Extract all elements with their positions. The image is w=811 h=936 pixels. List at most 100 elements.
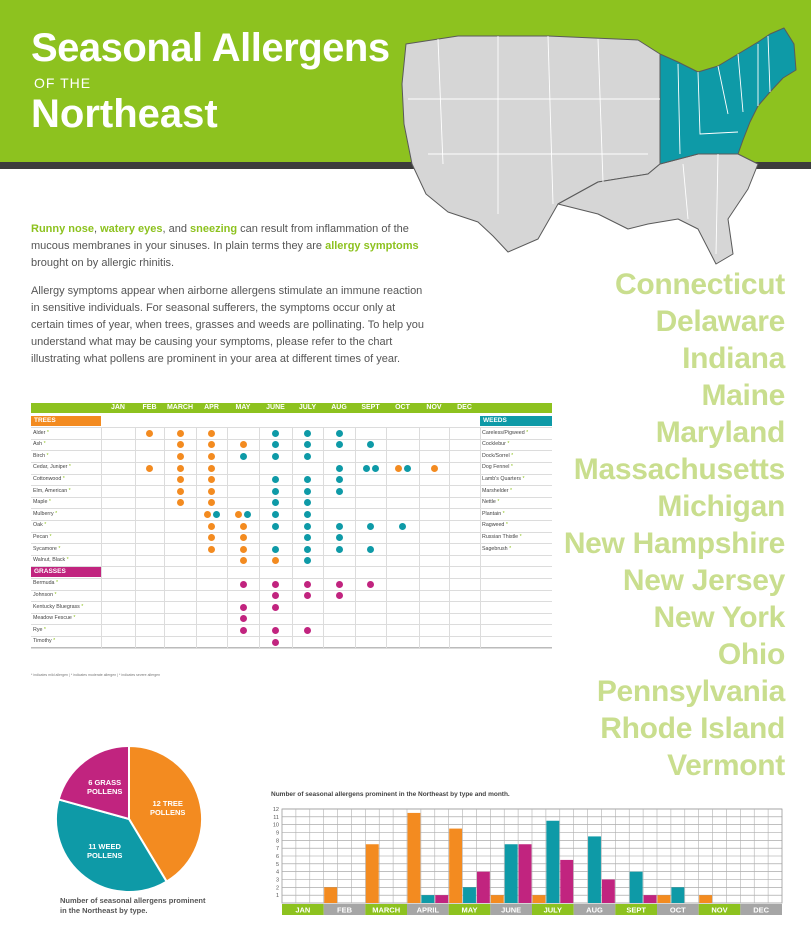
severity-mark: * bbox=[42, 626, 46, 633]
pollen-dot bbox=[430, 464, 438, 472]
pollen-dot bbox=[272, 476, 279, 484]
section-header-trees: TREES bbox=[31, 416, 101, 426]
tree-row-label: Alder * bbox=[31, 428, 49, 440]
severity-mark: * bbox=[495, 499, 500, 506]
pollen-dot bbox=[239, 627, 247, 634]
pollen-dot bbox=[304, 441, 311, 449]
bar-chart-title: Number of seasonal allergens prominent i… bbox=[271, 791, 510, 798]
bar-month-label: AUG bbox=[586, 906, 603, 915]
pollen-dot bbox=[304, 476, 311, 484]
pie-slice-label: 11 WEED POLLENS bbox=[86, 841, 123, 860]
row-label-text: Plantain bbox=[482, 510, 502, 517]
pollen-dot bbox=[399, 522, 406, 530]
pollen-calendar-table: JAN FEB MARCH APR MAY JUNE JULY AUG SEPT OCT NOV DE… bbox=[31, 403, 552, 649]
pollen-dot bbox=[367, 522, 374, 530]
pollen-dot bbox=[272, 580, 279, 588]
state-massachusetts: Massachusetts bbox=[573, 453, 786, 486]
bar-nov-0 bbox=[699, 895, 713, 903]
legend-note: * indicates mild allergen | * indicates … bbox=[31, 673, 161, 677]
bar-june-0 bbox=[490, 895, 504, 903]
bar-month-band bbox=[448, 904, 491, 915]
pollen-dot bbox=[367, 441, 374, 449]
row-label-text: Careless/Pigweed bbox=[482, 429, 525, 436]
pollen-dot bbox=[304, 557, 311, 565]
pollen-dot bbox=[304, 627, 311, 634]
table-column-line bbox=[386, 427, 387, 648]
section-header-weeds: WEEDS bbox=[480, 416, 552, 426]
bar-y-tick: 5 bbox=[276, 862, 279, 868]
page-title-region: Northeast bbox=[31, 92, 218, 136]
severity-mark: * bbox=[79, 603, 84, 610]
row-label-text: Nettle bbox=[482, 499, 496, 506]
allergy-symptoms-highlight: allergy symptoms bbox=[325, 240, 419, 252]
table-gridline bbox=[31, 624, 552, 626]
month-label-aug: AUG bbox=[331, 404, 347, 411]
severity-mark: * bbox=[509, 464, 513, 471]
grass-row-label: Bermuda * bbox=[31, 578, 58, 590]
severity-mark: * bbox=[518, 534, 522, 540]
pollen-dot bbox=[239, 522, 247, 530]
bar-oct-0 bbox=[657, 895, 671, 903]
month-label-may: MAY bbox=[235, 404, 251, 411]
state-pennsylvania: Pennsylvania bbox=[596, 675, 785, 708]
pollen-dot bbox=[208, 441, 215, 449]
pollen-dot bbox=[203, 511, 211, 518]
row-label-text: Pecan bbox=[33, 534, 49, 540]
table-column-line bbox=[449, 427, 450, 648]
bar-sept-2 bbox=[643, 895, 657, 903]
pollen-dot bbox=[304, 534, 311, 542]
grass-row-label: Timothy * bbox=[31, 636, 55, 648]
row-label-text: Cottonwood bbox=[33, 476, 62, 482]
severity-mark: * bbox=[505, 441, 510, 448]
row-label-text: Ash bbox=[33, 441, 43, 448]
bar-may-0 bbox=[449, 828, 463, 903]
pollen-dot bbox=[146, 464, 153, 472]
pollen-dot bbox=[208, 522, 215, 530]
bar-july-1 bbox=[546, 820, 560, 903]
month-header-bar bbox=[31, 403, 552, 413]
severity-mark: * bbox=[504, 522, 508, 529]
severity-mark: * bbox=[67, 487, 71, 494]
pollen-dot bbox=[304, 592, 311, 600]
row-label-text: Dog Fennel bbox=[482, 464, 510, 471]
row-label-text: Cedar, Juniper bbox=[33, 464, 68, 471]
bar-july-0 bbox=[532, 895, 546, 903]
month-label-feb: FEB bbox=[142, 404, 157, 411]
severity-mark: * bbox=[42, 441, 46, 448]
bar-month-band bbox=[657, 904, 699, 915]
bar-may-2 bbox=[476, 871, 490, 903]
state-vermont: Vermont bbox=[667, 749, 785, 782]
table-gridline bbox=[31, 543, 552, 545]
table-gridline bbox=[31, 473, 552, 475]
month-label-oct: OCT bbox=[395, 404, 410, 411]
bar-april-0 bbox=[407, 812, 421, 903]
bar-aug-2 bbox=[601, 879, 615, 903]
symptom-watery-eyes: watery eyes bbox=[100, 223, 163, 235]
bar-y-tick: 11 bbox=[273, 815, 279, 821]
tree-row-label: Sycamore * bbox=[31, 544, 60, 556]
pollen-dot bbox=[239, 441, 247, 449]
pie-caption: Number of seasonal allergens prominent i… bbox=[60, 896, 206, 915]
bar-y-tick: 4 bbox=[276, 870, 279, 876]
month-label-march: MARCH bbox=[166, 404, 194, 411]
state-indiana: Indiana bbox=[682, 342, 785, 375]
weed-row-label: Dog Fennel * bbox=[480, 462, 513, 474]
state-list: Connecticut Delaware Indiana Maine Maryland M… bbox=[564, 266, 785, 784]
state-maryland: Maryland bbox=[655, 416, 786, 449]
table-column-line bbox=[323, 427, 324, 648]
row-label-text: Lamb's Quarters bbox=[482, 476, 521, 482]
bar-april-2 bbox=[435, 895, 449, 903]
table-gridline bbox=[31, 519, 552, 521]
severity-mark: * bbox=[509, 452, 514, 459]
pollen-dot bbox=[176, 499, 184, 507]
pollen-dot bbox=[244, 511, 251, 518]
bar-month-band bbox=[407, 904, 449, 915]
bar-y-tick: 2 bbox=[276, 885, 279, 891]
bar-march-0 bbox=[365, 844, 379, 903]
table-column-line bbox=[227, 427, 228, 648]
bar-month-band bbox=[490, 904, 532, 915]
bar-month-label: DEC bbox=[753, 906, 769, 915]
bar-month-band bbox=[323, 904, 366, 915]
table-gridline bbox=[31, 427, 552, 429]
